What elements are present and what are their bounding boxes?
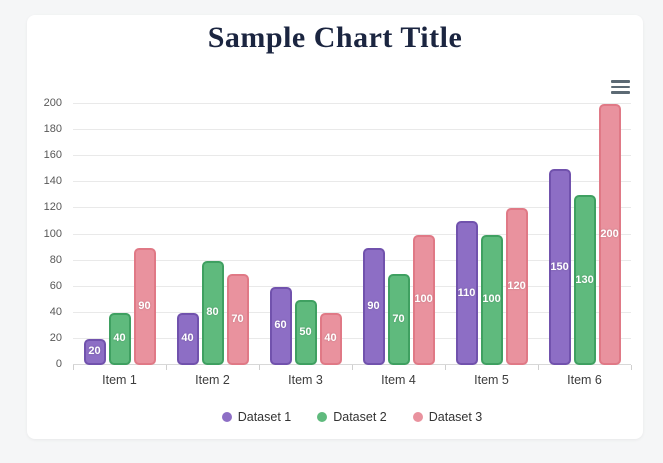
bar-group-item-3: 60 50 40 [259, 104, 352, 365]
bar-value-label: 90 [138, 299, 151, 312]
x-axis-label-item-2: Item 2 [195, 373, 230, 387]
x-axis-labels: Item 1 Item 2 Item 3 Item 4 Item 5 Item 6 [73, 373, 631, 387]
x-axis-tick-mark [631, 365, 632, 370]
bar-value-label: 80 [206, 306, 219, 319]
y-axis-tick-label: 100 [43, 227, 62, 240]
bar-dataset-2-item-3[interactable]: 50 [294, 299, 317, 365]
chart-context-menu-button[interactable] [609, 77, 633, 97]
bar-dataset-1-item-6[interactable]: 150 [548, 169, 571, 365]
legend-label: Dataset 3 [428, 410, 483, 424]
bar-dataset-1-item-5[interactable]: 110 [455, 221, 478, 365]
bar-dataset-1-item-2[interactable]: 40 [176, 312, 199, 365]
bar-dataset-2-item-4[interactable]: 70 [387, 273, 410, 365]
bar-value-label: 100 [482, 293, 501, 306]
x-axis-tick-mark [538, 365, 539, 370]
bar-group-item-4: 90 70 100 [352, 104, 445, 365]
bar-value-label: 150 [550, 260, 569, 273]
gridline-y-100: 100 [44, 228, 631, 240]
legend-item-dataset-1[interactable]: Dataset 1 [221, 410, 292, 424]
bar-group-item-2: 40 80 70 [166, 104, 259, 365]
bar-dataset-2-item-6[interactable]: 130 [573, 195, 596, 365]
plot-area: 0 20 40 60 80 100 120 140 160 180 200 20 40 90 40 80 70… [44, 97, 632, 370]
bar-group-item-1: 20 40 90 [73, 104, 166, 365]
gridline-y-120: 120 [44, 201, 631, 213]
x-axis-label-item-5: Item 5 [474, 373, 509, 387]
bar-groups: 20 40 90 40 80 70 60 50 40 90 70 100 110 100 120 150 130… [73, 104, 631, 365]
bar-value-label: 90 [367, 299, 380, 312]
bar-value-label: 70 [392, 312, 405, 325]
legend-marker-icon [412, 412, 423, 422]
x-axis-label-item-6: Item 6 [567, 373, 602, 387]
x-axis-tick-mark [73, 365, 74, 370]
bar-value-label: 130 [575, 273, 594, 286]
bar-group-item-5: 110 100 120 [445, 104, 538, 365]
y-axis-tick-label: 20 [49, 331, 62, 344]
bar-dataset-1-item-1[interactable]: 20 [83, 338, 106, 365]
legend-marker-icon [317, 412, 328, 422]
bar-dataset-1-item-4[interactable]: 90 [362, 247, 385, 365]
gridline-y-60: 60 [50, 280, 631, 292]
bar-value-label: 100 [414, 293, 433, 306]
legend-marker-icon [221, 412, 232, 422]
bar-value-label: 60 [274, 319, 287, 332]
gridline-y-180: 180 [44, 123, 631, 135]
chart-card: Sample Chart Title 0 20 40 60 80 100 120 140 160… [27, 15, 643, 439]
bar-dataset-3-item-6[interactable]: 200 [598, 104, 621, 365]
y-axis-tick-label: 60 [49, 279, 62, 292]
bar-value-label: 120 [507, 280, 526, 293]
y-axis-tick-label: 40 [49, 305, 62, 318]
bar-dataset-3-item-5[interactable]: 120 [505, 208, 528, 365]
y-axis-tick-label: 140 [43, 175, 62, 188]
bar-value-label: 20 [88, 345, 101, 358]
gridline-y-40: 40 [50, 306, 631, 318]
gridline-y-20: 20 [50, 332, 631, 344]
bar-dataset-2-item-1[interactable]: 40 [108, 312, 131, 365]
legend-item-dataset-3[interactable]: Dataset 3 [412, 410, 483, 424]
bar-group-item-6: 150 130 200 [538, 104, 631, 365]
y-axis-tick-label: 120 [43, 201, 62, 214]
x-axis-label-item-1: Item 1 [102, 373, 137, 387]
bar-dataset-2-item-5[interactable]: 100 [480, 234, 503, 365]
bar-value-label: 110 [457, 286, 476, 299]
gridline-y-0: 0 [56, 358, 631, 370]
bar-value-label: 50 [299, 325, 312, 338]
chart-legend: Dataset 1 Dataset 2 Dataset 3 [73, 410, 631, 424]
gridline-y-140: 140 [44, 175, 631, 187]
bar-value-label: 40 [113, 332, 126, 345]
y-axis-tick-label: 180 [43, 123, 62, 136]
gridline-y-80: 80 [50, 254, 631, 266]
y-axis-tick-label: 160 [43, 149, 62, 162]
legend-item-dataset-2[interactable]: Dataset 2 [317, 410, 387, 424]
legend-label: Dataset 2 [333, 410, 387, 424]
bar-value-label: 200 [600, 228, 619, 240]
y-axis-tick-label: 80 [49, 253, 62, 266]
legend-label: Dataset 1 [237, 410, 292, 424]
bar-dataset-3-item-4[interactable]: 100 [412, 234, 435, 365]
bar-dataset-3-item-1[interactable]: 90 [133, 247, 156, 365]
chart-title: Sample Chart Title [207, 21, 463, 54]
bar-dataset-3-item-2[interactable]: 70 [226, 273, 249, 365]
x-axis-label-item-4: Item 4 [381, 373, 416, 387]
x-axis-tick-mark [166, 365, 167, 370]
gridline-y-200: 200 [44, 97, 631, 109]
gridline-y-160: 160 [44, 149, 631, 161]
bar-dataset-3-item-3[interactable]: 40 [319, 312, 342, 365]
x-axis-label-item-3: Item 3 [288, 373, 323, 387]
bar-value-label: 70 [231, 312, 244, 325]
y-axis-tick-label: 200 [43, 97, 62, 109]
bar-value-label: 40 [181, 332, 194, 345]
y-axis-tick-label: 0 [55, 358, 62, 370]
x-axis-tick-mark [445, 365, 446, 370]
bar-dataset-2-item-2[interactable]: 80 [201, 260, 224, 365]
bar-value-label: 40 [324, 332, 337, 345]
x-axis-tick-mark [259, 365, 260, 370]
hamburger-menu-icon [611, 80, 630, 83]
x-axis-tick-mark [352, 365, 353, 370]
bar-dataset-1-item-3[interactable]: 60 [269, 286, 292, 365]
